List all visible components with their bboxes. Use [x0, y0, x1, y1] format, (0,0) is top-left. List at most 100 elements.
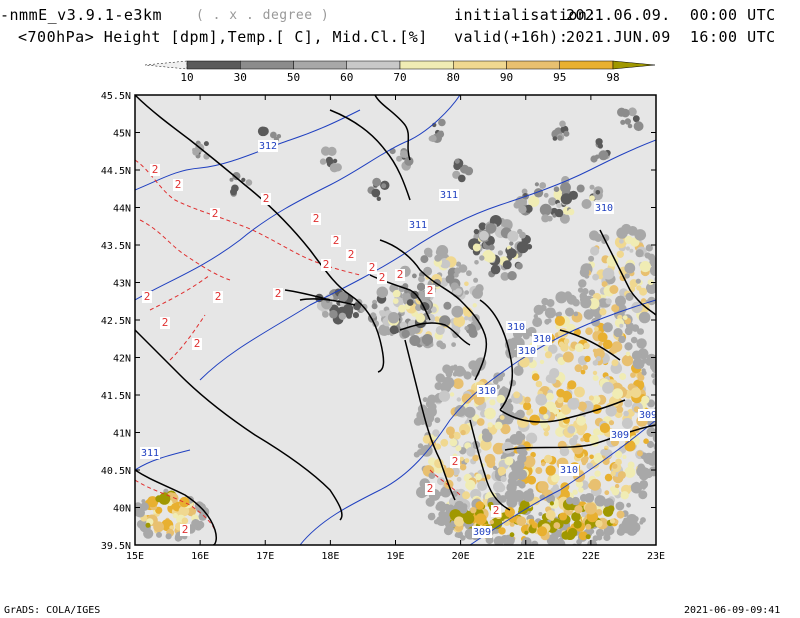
cloud-cell [479, 255, 485, 261]
cloud-cell [487, 422, 493, 428]
cloud-cell [579, 267, 590, 278]
cloud-cell [455, 530, 464, 539]
cloud-cell [597, 143, 604, 149]
cloud-cell [655, 435, 656, 440]
cloud-cell [454, 158, 460, 164]
cloud-cell [581, 199, 592, 209]
cloud-cell [492, 465, 498, 470]
cloud-cell [455, 288, 462, 296]
cloud-cell [621, 354, 634, 367]
cloud-cell [509, 241, 514, 246]
latitude-label: 42N [113, 354, 131, 365]
cloud-cell [438, 492, 443, 496]
cloud-cell [578, 487, 584, 493]
cloud-cell [524, 530, 529, 535]
cloud-cell [545, 465, 556, 476]
cloud-cell [594, 326, 599, 332]
cloud-cell [611, 359, 619, 367]
temp-label-bg [311, 213, 321, 225]
height-label-bg [439, 189, 459, 201]
cloud-cell [337, 291, 349, 302]
cloud-cell [259, 126, 269, 136]
latitude-label: 40.5N [101, 466, 131, 477]
temp-label-bg [173, 179, 183, 191]
cloud-cell [509, 521, 515, 527]
cloud-cell [578, 531, 588, 541]
valid-label: valid(+16h): [454, 28, 569, 46]
cloud-cell [594, 470, 601, 477]
cloud-cell [464, 166, 474, 176]
latitude-label: 40N [113, 504, 131, 515]
cloud-cell [616, 227, 628, 239]
cloud-cell [585, 523, 592, 530]
cloud-cell [646, 440, 655, 449]
colorbar-segment-0 [144, 60, 188, 70]
cloud-cell [554, 315, 566, 326]
cloud-cell [565, 497, 574, 505]
cloud-cell [500, 475, 507, 483]
cloud-cell [179, 496, 190, 508]
temp-label: 2 [333, 234, 340, 247]
cloud-cover-layer [135, 107, 667, 545]
temp-label: 2 [313, 212, 320, 225]
cloud-cell [585, 534, 591, 540]
cloud-cell [459, 463, 467, 471]
cloud-cell [606, 254, 619, 267]
cloud-cell [567, 527, 578, 538]
cloud-cell [475, 501, 485, 510]
cloud-cell [616, 510, 625, 519]
cloud-cell [602, 267, 615, 280]
cloud-cell [422, 435, 432, 444]
cloud-cell [559, 446, 570, 457]
cloud-cell [624, 440, 636, 452]
cloud-cell [614, 483, 620, 489]
cloud-cell [544, 351, 553, 359]
cloud-cell [639, 520, 644, 525]
height-label: 311 [440, 190, 458, 201]
cloud-cell [519, 231, 526, 239]
cloud-cell [632, 481, 641, 490]
cloud-cell [454, 365, 466, 377]
latitude-label: 44N [113, 204, 131, 215]
temp-label-bg [377, 272, 387, 284]
cloud-cell [598, 298, 608, 308]
cloud-cell [645, 359, 653, 366]
cloud-cell [593, 348, 605, 360]
longitude-label: 15E [126, 551, 144, 562]
cloud-cell [571, 511, 581, 522]
cloud-cell [557, 396, 564, 404]
colorbar-label: 60 [340, 71, 353, 84]
cloud-cell [620, 119, 626, 125]
cloud-cell [472, 303, 477, 308]
cloud-cell [593, 428, 601, 436]
cloud-cell [557, 311, 562, 317]
cloud-cell [591, 395, 601, 405]
cloud-cell [172, 512, 178, 519]
cloud-cell [500, 272, 510, 281]
cloud-cell [643, 438, 649, 445]
cloud-cell [370, 312, 377, 319]
cloud-cell [372, 177, 382, 187]
cloud-cell [423, 266, 433, 276]
cloud-cell [567, 397, 580, 410]
cloud-cell [456, 476, 462, 482]
cloud-cell [487, 497, 492, 503]
temp-label-bg [491, 505, 501, 517]
cloud-cell [528, 195, 540, 207]
cloud-cell [537, 526, 548, 537]
cloud-cell [492, 442, 505, 455]
cloud-cell [488, 236, 495, 243]
cloud-cell [634, 229, 646, 241]
cloud-cell [415, 313, 426, 323]
cloud-cell [496, 394, 506, 404]
cloud-cell [319, 158, 327, 165]
colorbar-label: 98 [606, 71, 619, 84]
cloud-cell [506, 248, 517, 259]
cloud-cell [338, 312, 347, 320]
cloud-cell [583, 309, 594, 320]
cloud-cell [470, 507, 477, 514]
cloud-cell [538, 406, 548, 415]
cloud-cell [657, 410, 667, 420]
cloud-cell [401, 329, 410, 339]
